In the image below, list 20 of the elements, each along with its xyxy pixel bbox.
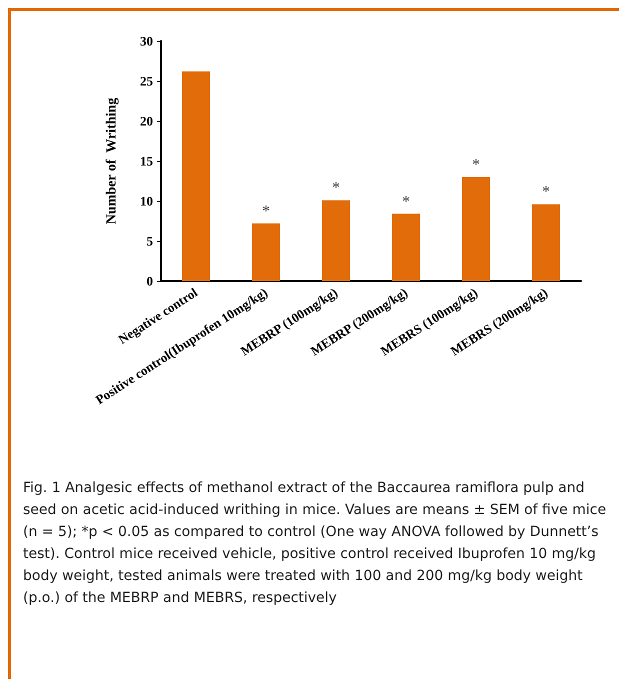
y-tick-label: 15 [140,154,154,168]
bar [392,214,420,281]
y-axis-title: Number of Writhing [104,98,120,224]
y-tick-label: 10 [140,194,153,208]
annotation: * [542,184,550,201]
bar [182,71,210,281]
y-tick-label: 5 [146,234,154,248]
annotation: * [472,156,480,174]
bar [252,223,280,281]
bar [532,204,560,281]
y-tick-label: 30 [140,34,153,48]
bar [322,200,350,281]
y-tick-label: 0 [146,274,153,288]
annotation: * [332,180,340,197]
caption: Fig. 1 Analgesic effects of methanol extract of the Baccaurea ramiflora pulp and seed on acetic acid-induced writhing in mice. Values are means ± SEM of five mice (n = 5); *p < 0.05 as compared to control (One way ANOVA followed by Dunnett’s test). Control mice received vehicle, positive control received Ibuprofen 10 mg/kg body weight, tested animals were treated with 100 and 200 mg/kg body weight (p.o.) of the MEBRP and MEBRS, respectively [23,479,607,608]
y-tick-label: 25 [140,74,154,88]
annotation: * [262,202,270,220]
y-tick-label: 20 [140,114,153,128]
bar [462,177,490,281]
annotation: * [402,193,410,210]
